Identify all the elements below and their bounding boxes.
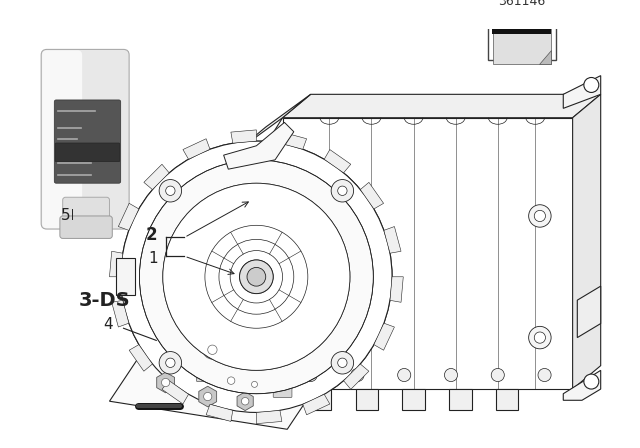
Circle shape	[208, 345, 217, 354]
Circle shape	[534, 211, 545, 222]
Circle shape	[159, 352, 182, 374]
Circle shape	[310, 332, 321, 343]
Polygon shape	[109, 251, 123, 277]
Polygon shape	[493, 26, 551, 65]
Polygon shape	[280, 132, 307, 149]
Polygon shape	[129, 345, 152, 371]
Polygon shape	[324, 150, 351, 173]
Text: 5: 5	[61, 208, 70, 224]
Polygon shape	[223, 371, 239, 390]
Circle shape	[161, 379, 170, 387]
Polygon shape	[112, 300, 129, 327]
Circle shape	[492, 368, 504, 382]
FancyBboxPatch shape	[55, 143, 120, 162]
Polygon shape	[237, 95, 310, 151]
Polygon shape	[257, 410, 282, 424]
Circle shape	[121, 141, 392, 413]
Polygon shape	[144, 164, 169, 190]
Circle shape	[338, 358, 347, 367]
Circle shape	[262, 348, 284, 370]
Circle shape	[331, 352, 354, 374]
FancyBboxPatch shape	[488, 15, 556, 60]
FancyBboxPatch shape	[60, 216, 112, 238]
Circle shape	[239, 260, 273, 293]
FancyBboxPatch shape	[42, 50, 82, 228]
Circle shape	[159, 180, 182, 202]
Polygon shape	[199, 386, 216, 407]
Polygon shape	[403, 389, 425, 409]
Circle shape	[203, 340, 221, 359]
Polygon shape	[356, 389, 378, 409]
Polygon shape	[109, 331, 334, 429]
Polygon shape	[496, 389, 518, 409]
FancyBboxPatch shape	[492, 22, 551, 34]
Polygon shape	[577, 286, 601, 338]
Polygon shape	[563, 76, 601, 108]
Circle shape	[140, 160, 373, 394]
Circle shape	[304, 368, 317, 382]
Circle shape	[444, 368, 458, 382]
Text: 3-DS: 3-DS	[79, 291, 130, 310]
Circle shape	[247, 267, 266, 286]
Polygon shape	[206, 404, 233, 422]
Polygon shape	[390, 277, 403, 302]
Circle shape	[241, 397, 249, 405]
Polygon shape	[183, 139, 210, 159]
Circle shape	[338, 186, 347, 195]
Text: 361146: 361146	[499, 0, 546, 8]
Polygon shape	[449, 389, 472, 409]
Circle shape	[227, 377, 235, 384]
Polygon shape	[283, 95, 601, 118]
FancyBboxPatch shape	[273, 377, 292, 397]
Circle shape	[351, 368, 364, 382]
Circle shape	[166, 358, 175, 367]
Polygon shape	[563, 370, 601, 400]
Text: 4: 4	[103, 317, 113, 332]
Text: 2: 2	[146, 226, 157, 244]
Circle shape	[529, 205, 551, 227]
Circle shape	[268, 353, 279, 365]
Circle shape	[397, 368, 411, 382]
FancyBboxPatch shape	[196, 363, 209, 382]
Circle shape	[310, 211, 321, 222]
FancyBboxPatch shape	[41, 49, 129, 229]
Polygon shape	[237, 392, 253, 410]
Polygon shape	[344, 364, 369, 389]
Circle shape	[538, 368, 551, 382]
Polygon shape	[248, 377, 261, 392]
Circle shape	[529, 326, 551, 349]
Polygon shape	[283, 118, 573, 389]
Polygon shape	[360, 182, 383, 209]
Circle shape	[252, 381, 257, 388]
Polygon shape	[374, 323, 394, 350]
Polygon shape	[223, 122, 294, 169]
Polygon shape	[162, 381, 189, 404]
Circle shape	[534, 332, 545, 343]
Circle shape	[584, 374, 599, 389]
Circle shape	[584, 78, 599, 92]
Circle shape	[331, 180, 354, 202]
Polygon shape	[118, 203, 139, 230]
Circle shape	[304, 205, 326, 227]
Circle shape	[121, 141, 392, 413]
Polygon shape	[303, 394, 330, 415]
Polygon shape	[116, 258, 135, 296]
Polygon shape	[573, 95, 601, 389]
Circle shape	[163, 183, 350, 370]
FancyBboxPatch shape	[63, 197, 109, 231]
Text: 1: 1	[148, 251, 158, 267]
Circle shape	[304, 326, 326, 349]
Polygon shape	[384, 227, 401, 253]
Polygon shape	[231, 130, 257, 143]
Circle shape	[196, 333, 229, 366]
Polygon shape	[308, 389, 332, 409]
Circle shape	[166, 186, 175, 195]
Circle shape	[204, 392, 212, 401]
FancyBboxPatch shape	[54, 100, 121, 183]
Polygon shape	[539, 50, 551, 65]
Polygon shape	[157, 372, 175, 393]
